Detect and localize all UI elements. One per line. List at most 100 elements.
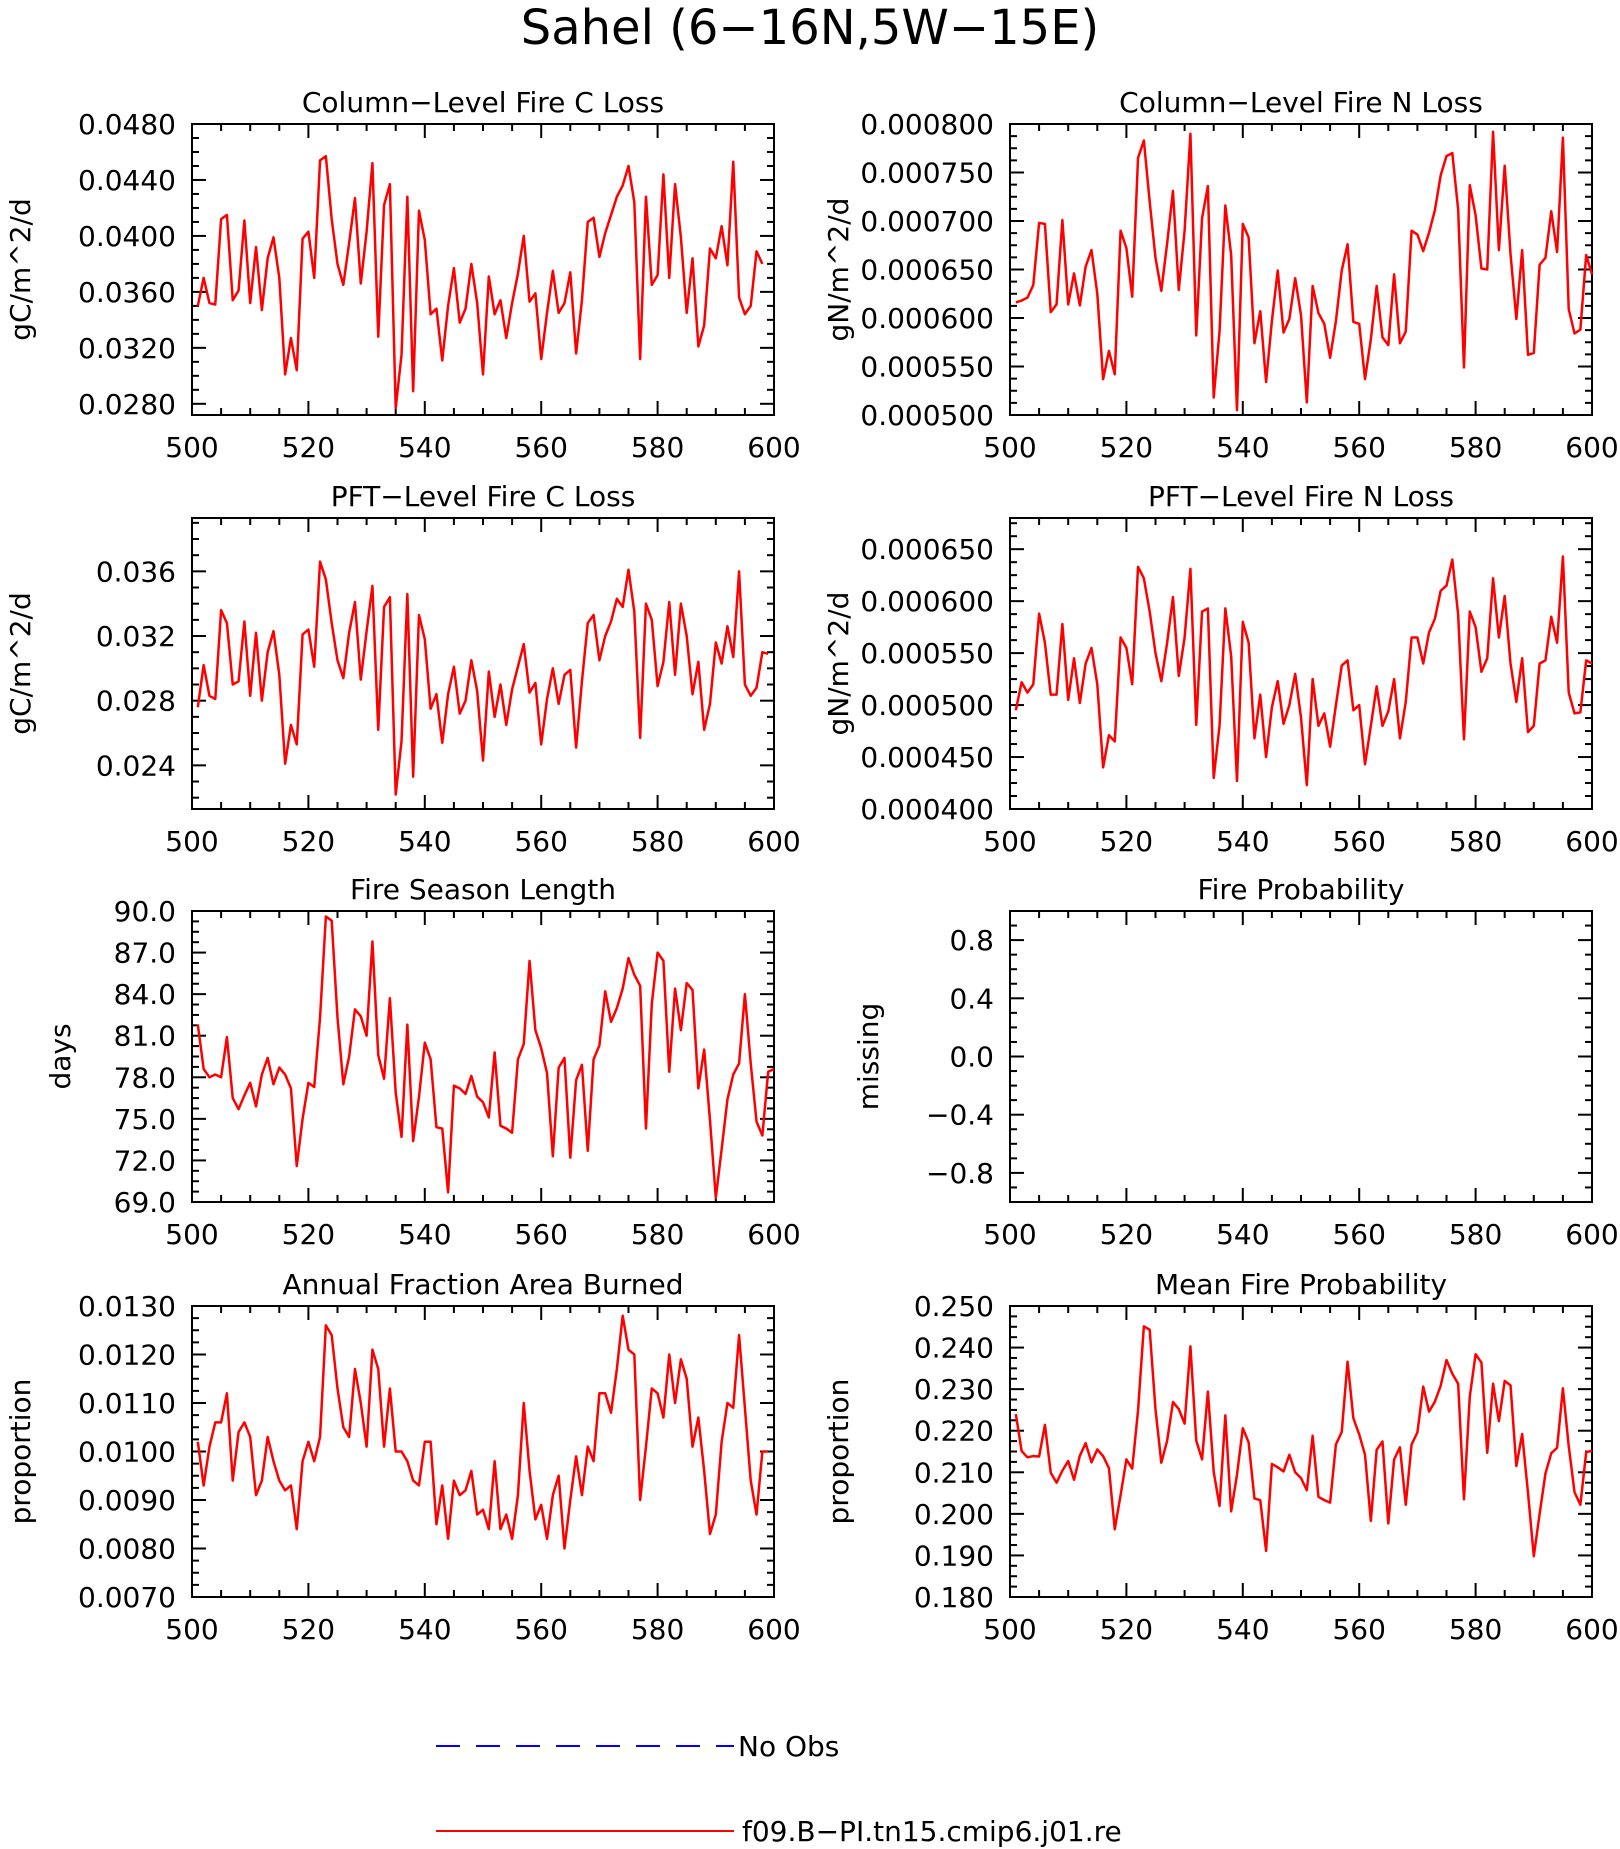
y-axis-label: missing [852,1003,885,1111]
chart-panels: Column−Level Fire C Loss 500 520 540 560 580 6… [4,86,1619,1646]
y-tick-label: 0.0440 [78,164,176,197]
y-tick-label: 0.028 [96,685,176,718]
x-tick-label: 580 [1449,825,1502,858]
series-line [1014,555,1593,787]
series-line [196,154,764,410]
x-tick-label: 600 [747,431,800,464]
plot-frame [191,517,775,810]
x-tick-label: 500 [983,1613,1036,1646]
y-tick-label: 0.8 [949,924,994,957]
y-axis-label: proportion [4,1379,37,1525]
y-tick-label: 0.190 [914,1539,994,1572]
y-tick-label: 0.250 [914,1290,994,1323]
x-tick-label: 600 [747,1613,800,1646]
panel-title: PFT−Level Fire C Loss [331,480,636,513]
y-tick-label: 78.0 [114,1061,176,1094]
y-tick-label: 0.000600 [860,585,994,618]
x-tick-label: 560 [1332,1218,1385,1251]
chart-panel: Fire Probability 500 520 540 560 580 600 −0.8 −0… [852,873,1619,1251]
y-axis-label: proportion [822,1379,855,1525]
y-tick-label: 0.0360 [78,276,176,309]
x-tick-label: 540 [398,1613,451,1646]
y-tick-label: 81.0 [114,1020,176,1053]
series-line [196,915,775,1200]
x-tick-label: 600 [747,1218,800,1251]
x-tick-label: 540 [1216,825,1269,858]
x-tick-label: 540 [398,825,451,858]
x-tick-label: 520 [1100,1218,1153,1251]
y-tick-label: 69.0 [114,1186,176,1219]
y-tick-label: 0.000750 [860,157,994,190]
panel-title: Column−Level Fire C Loss [302,86,664,119]
y-axis-label: gN/m^2/d [822,198,855,342]
y-axis-label: gC/m^2/d [4,592,37,735]
x-tick-label: 500 [165,1613,218,1646]
x-tick-label: 580 [631,431,684,464]
panel-title: Column−Level Fire N Loss [1119,86,1483,119]
y-tick-label: 0.000600 [860,302,994,335]
chart-panel: Column−Level Fire N Loss 500 520 540 560 580 6… [822,86,1619,464]
y-tick-label: 0.0100 [78,1436,176,1469]
y-tick-label: 0.0400 [78,220,176,253]
y-tick-label: 0.024 [96,749,176,782]
x-tick-label: 560 [514,1218,567,1251]
x-tick-label: 500 [983,1218,1036,1251]
y-tick-label: 0.210 [914,1456,994,1489]
chart-panel: Column−Level Fire C Loss 500 520 540 560 580 6… [4,86,801,464]
chart-panel: Fire Season Length 500 520 540 560 580 600 69.0… [44,873,801,1251]
x-tick-label: 600 [1565,1613,1618,1646]
y-tick-label: 0.000550 [860,351,994,384]
y-axis-label: gC/m^2/d [4,198,37,341]
x-tick-label: 580 [1449,1218,1502,1251]
figure-title: Sahel (6−16N,5W−15E) [521,0,1100,56]
y-tick-label: 0.032 [96,620,176,653]
panel-title: Mean Fire Probability [1155,1268,1447,1301]
x-tick-label: 580 [1449,1613,1502,1646]
x-tick-label: 540 [1216,431,1269,464]
y-tick-label: 0.000500 [860,399,994,432]
y-tick-label: 87.0 [114,937,176,970]
y-tick-label: 0.200 [914,1498,994,1531]
x-tick-label: 540 [398,1218,451,1251]
series-line [1015,130,1594,412]
y-tick-label: 0.240 [914,1332,994,1365]
y-tick-label: 0.036 [96,555,176,588]
x-tick-label: 520 [282,431,335,464]
x-tick-label: 580 [631,825,684,858]
y-tick-label: 0.0080 [78,1533,176,1566]
x-tick-label: 580 [1449,431,1502,464]
x-tick-label: 600 [1565,431,1618,464]
y-tick-label: 0.0130 [78,1290,176,1323]
x-tick-label: 560 [1332,825,1385,858]
y-tick-label: 0.000650 [860,533,994,566]
y-tick-label: 0.230 [914,1373,994,1406]
x-tick-label: 500 [165,1218,218,1251]
legend: No Obs f09.B−PI.tn15.cmip6.j01.re [436,1730,1122,1848]
y-tick-label: 0.0 [949,1041,994,1074]
plot-frame [191,1305,775,1598]
x-tick-label: 600 [747,825,800,858]
panel-title: PFT−Level Fire N Loss [1148,480,1454,513]
chart-panel: Annual Fraction Area Burned 500 520 540 560 5… [4,1268,801,1646]
x-tick-label: 600 [1565,1218,1618,1251]
x-tick-label: 500 [983,825,1036,858]
legend-model-label: f09.B−PI.tn15.cmip6.j01.re [742,1815,1122,1848]
x-tick-label: 500 [165,825,218,858]
y-tick-label: 0.000800 [860,108,994,141]
y-tick-label: 0.220 [914,1415,994,1448]
y-tick-label: 0.0480 [78,108,176,141]
y-tick-label: −0.4 [926,1099,994,1132]
panel-title: Annual Fraction Area Burned [283,1268,684,1301]
y-axis-label: days [44,1023,77,1089]
series-line [196,560,769,796]
y-tick-label: 0.0280 [78,388,176,421]
y-tick-label: 0.000400 [860,793,994,826]
y-tick-label: 0.180 [914,1581,994,1614]
y-tick-label: 84.0 [114,978,176,1011]
x-tick-label: 540 [398,431,451,464]
series-line [196,1314,769,1550]
x-tick-label: 500 [165,431,218,464]
x-tick-label: 560 [1332,1613,1385,1646]
x-tick-label: 500 [983,431,1036,464]
